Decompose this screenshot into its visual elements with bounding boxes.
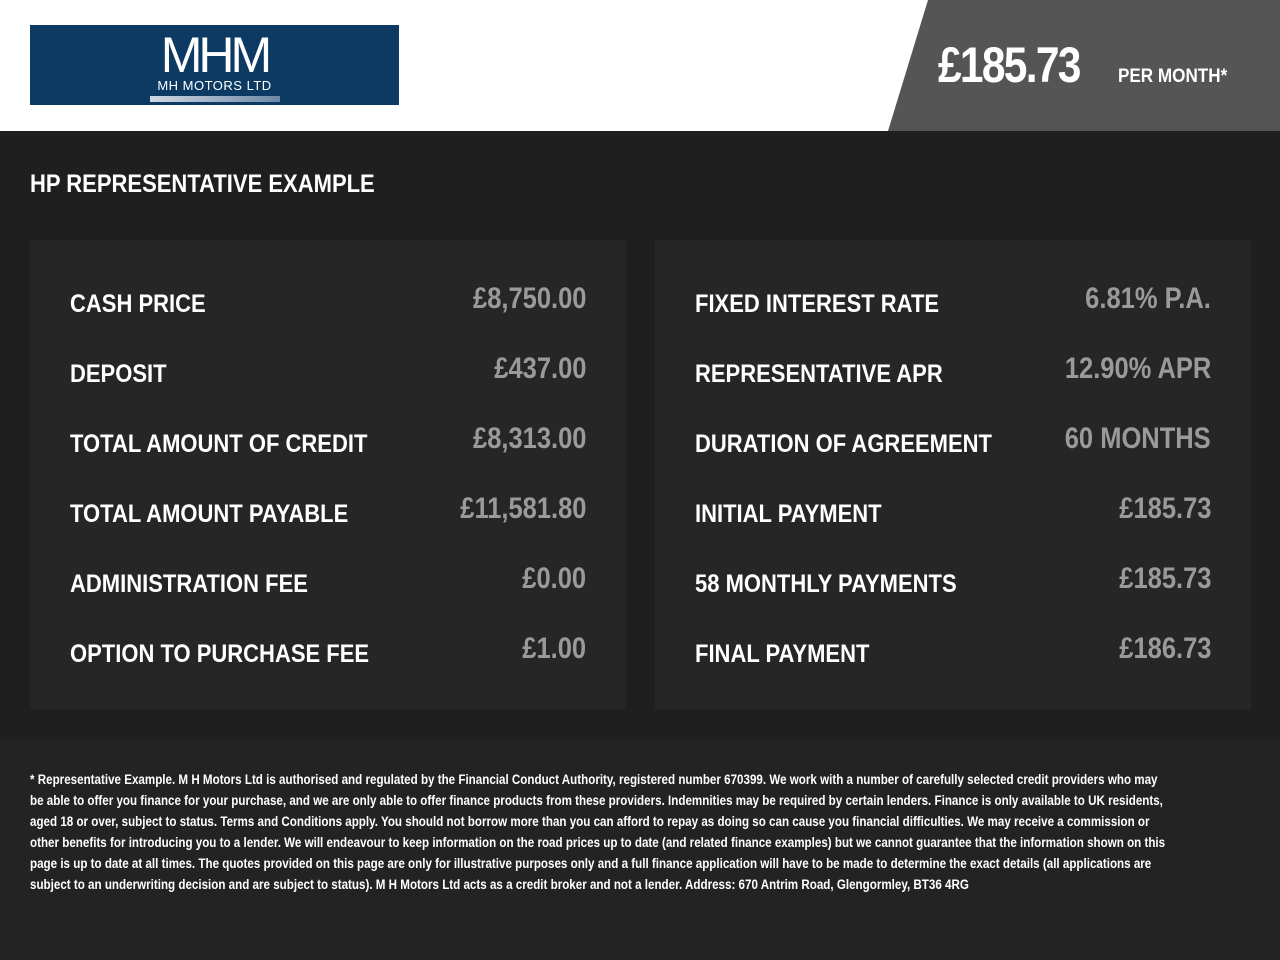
logo-subtext: MH MOTORS LTD [157, 78, 272, 93]
finance-row: FIXED INTEREST RATE 6.81% P.A. [695, 282, 1211, 352]
finance-label: FIXED INTEREST RATE [695, 290, 940, 318]
section-title: HP REPRESENTATIVE EXAMPLE [30, 170, 375, 198]
finance-label: OPTION TO PURCHASE FEE [70, 640, 370, 668]
finance-value: £1.00 [522, 632, 586, 665]
finance-value: 12.90% APR [1064, 352, 1211, 385]
finance-value: £185.73 [1118, 562, 1211, 595]
right-finance-panel: FIXED INTEREST RATE 6.81% P.A. REPRESENTAT… [655, 240, 1251, 710]
finance-label: DURATION OF AGREEMENT [695, 430, 992, 458]
header: MHM MH MOTORS LTD £185.73 PER MONTH* [0, 0, 1280, 131]
footer: * Representative Example. M H Motors Ltd… [0, 740, 1280, 960]
logo-tagline-strip [149, 96, 280, 102]
finance-row: DURATION OF AGREEMENT 60 MONTHS [695, 422, 1211, 492]
finance-label: CASH PRICE [70, 290, 206, 318]
finance-value: 6.81% P.A. [1085, 282, 1211, 315]
finance-label: 58 MONTHLY PAYMENTS [695, 570, 957, 598]
finance-value: £437.00 [493, 352, 586, 385]
finance-label: INITIAL PAYMENT [695, 500, 882, 528]
finance-value: £0.00 [522, 562, 586, 595]
logo-mark: MHM [160, 27, 272, 83]
finance-row: 58 MONTHLY PAYMENTS £185.73 [695, 562, 1211, 632]
finance-value: £8,750.00 [472, 282, 586, 315]
finance-value: £11,581.80 [459, 492, 586, 525]
left-finance-panel: CASH PRICE £8,750.00 DEPOSIT £437.00 TOTAL A… [30, 240, 626, 710]
finance-row: TOTAL AMOUNT OF CREDIT £8,313.00 [70, 422, 586, 492]
finance-value: £186.73 [1118, 632, 1211, 665]
disclaimer-text: * Representative Example. M H Motors Ltd… [30, 772, 1166, 892]
finance-label: DEPOSIT [70, 360, 167, 388]
mh-motors-logo[interactable]: MHM MH MOTORS LTD [30, 25, 399, 105]
finance-row: FINAL PAYMENT £186.73 [695, 632, 1211, 702]
monthly-price: £185.73 [938, 37, 1081, 93]
finance-label: ADMINISTRATION FEE [70, 570, 308, 598]
finance-row: CASH PRICE £8,750.00 [70, 282, 586, 352]
finance-row: INITIAL PAYMENT £185.73 [695, 492, 1211, 562]
finance-row: ADMINISTRATION FEE £0.00 [70, 562, 586, 632]
finance-value: £8,313.00 [472, 422, 586, 455]
finance-row: DEPOSIT £437.00 [70, 352, 586, 422]
monthly-price-box: £185.73 PER MONTH* [888, 0, 1280, 131]
finance-label: TOTAL AMOUNT PAYABLE [70, 500, 349, 528]
finance-row: OPTION TO PURCHASE FEE £1.00 [70, 632, 586, 702]
finance-value: £185.73 [1118, 492, 1211, 525]
finance-row: REPRESENTATIVE APR 12.90% APR [695, 352, 1211, 422]
finance-label: FINAL PAYMENT [695, 640, 870, 668]
per-month-label: PER MONTH* [1118, 66, 1228, 87]
finance-row: TOTAL AMOUNT PAYABLE £11,581.80 [70, 492, 586, 562]
finance-label: TOTAL AMOUNT OF CREDIT [70, 430, 368, 458]
finance-label: REPRESENTATIVE APR [695, 360, 943, 388]
finance-value: 60 MONTHS [1065, 422, 1211, 455]
